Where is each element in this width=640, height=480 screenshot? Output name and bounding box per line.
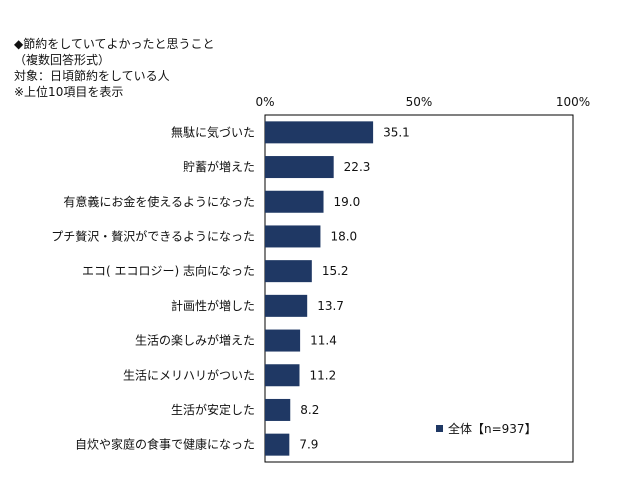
- bar: [265, 225, 321, 248]
- category-label: エコ( エコロジー) 志向になった: [82, 263, 255, 278]
- x-tick-label: 0%: [255, 95, 274, 109]
- value-label: 15.2: [322, 264, 349, 278]
- category-label: 貯蓄が増えた: [183, 159, 255, 174]
- category-label: 生活の楽しみが増えた: [135, 333, 255, 348]
- chart-title: ◆節約をしていてよかったと思うこと: [14, 37, 215, 51]
- value-label: 11.2: [309, 368, 336, 382]
- value-label: 8.2: [300, 403, 319, 417]
- value-label: 7.9: [299, 438, 318, 452]
- bar: [265, 294, 308, 317]
- category-label: 生活にメリハリがついた: [123, 367, 255, 382]
- x-tick-label: 50%: [406, 95, 433, 109]
- value-label: 35.1: [383, 125, 410, 139]
- bar: [265, 121, 374, 144]
- bar: [265, 398, 291, 421]
- value-label: 11.4: [310, 334, 337, 348]
- bar: [265, 156, 334, 179]
- value-label: 13.7: [317, 299, 344, 313]
- chart-subtitle-target: 対象：日頃節約をしている人: [14, 69, 170, 83]
- category-label: プチ贅沢・贅沢ができるようになった: [51, 228, 255, 243]
- bar: [265, 260, 312, 283]
- value-label: 22.3: [344, 160, 371, 174]
- value-label: 19.0: [334, 195, 361, 209]
- category-label: 有意義にお金を使えるようになった: [63, 194, 255, 209]
- bar: [265, 190, 324, 213]
- chart-header: ◆節約をしていてよかったと思うこと （複数回答形式） 対象：日頃節約をしている人…: [14, 36, 215, 100]
- chart-subtitle-format: （複数回答形式）: [14, 53, 111, 67]
- value-label: 18.0: [330, 229, 357, 243]
- legend-swatch: [436, 425, 443, 432]
- chart-note: ※上位10項目を表示: [14, 85, 124, 99]
- legend: 全体【n=937】: [400, 418, 562, 440]
- plot-area-frame: [264, 114, 574, 463]
- legend-label: 全体【n=937】: [448, 421, 537, 436]
- category-label: 計画性が増した: [171, 298, 255, 313]
- x-tick-label: 100%: [556, 95, 590, 109]
- legend-box: [400, 418, 562, 440]
- category-label: 自炊や家庭の食事で健康になった: [75, 437, 255, 452]
- bar: [265, 433, 290, 456]
- category-label: 無駄に気づいた: [171, 124, 255, 139]
- bar: [265, 329, 301, 352]
- category-label: 生活が安定した: [171, 402, 255, 417]
- bar: [265, 364, 300, 387]
